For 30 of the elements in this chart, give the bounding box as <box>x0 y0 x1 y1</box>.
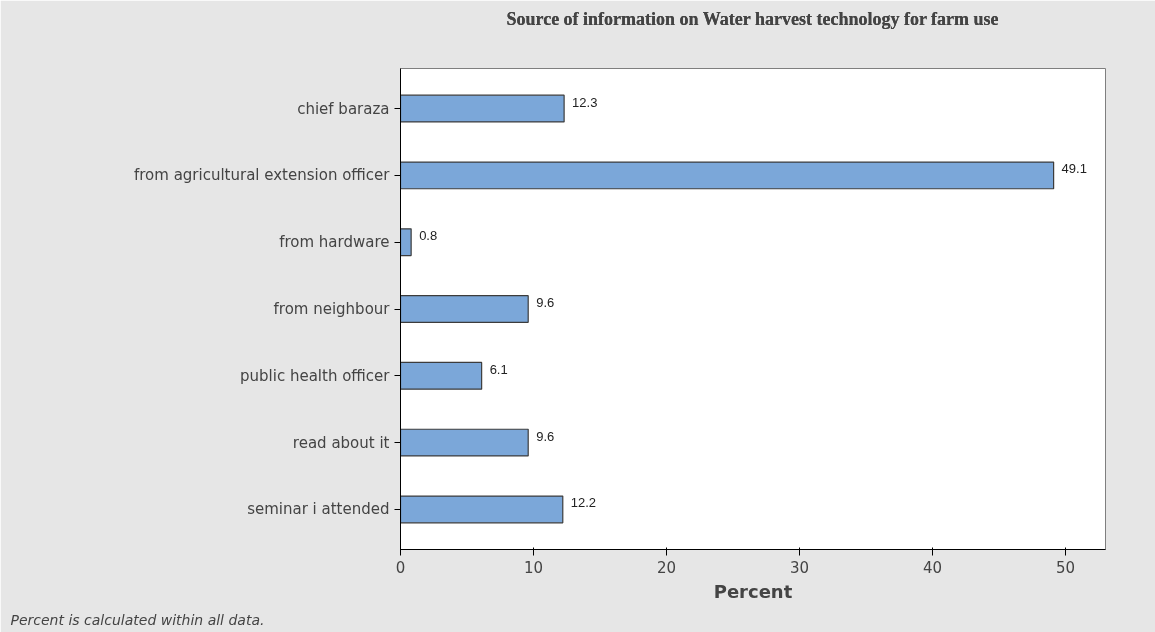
x-tick-label: 50 <box>1056 558 1076 577</box>
bar <box>400 428 529 457</box>
data-label: 49.1 <box>1061 161 1087 177</box>
data-label: 6.1 <box>489 361 508 377</box>
x-tick-label: 10 <box>523 558 544 577</box>
x-axis-title: Percent <box>713 580 793 602</box>
x-tick-label: 20 <box>656 558 677 577</box>
x-tick-label: 40 <box>923 558 943 577</box>
y-tick-label: from hardware <box>279 233 390 252</box>
y-tick-label: from agricultural extension officer <box>133 166 391 185</box>
y-tick-label: read about it <box>292 433 390 452</box>
data-label: 9.6 <box>536 428 555 444</box>
data-label: 0.8 <box>419 228 438 244</box>
bar <box>400 94 565 123</box>
chart-title: Source of information on Water harvest technology for farm use <box>506 8 999 29</box>
data-label: 9.6 <box>536 295 555 310</box>
bar <box>400 495 564 524</box>
text: Percent is calculated within all data. <box>10 611 265 628</box>
x-tick-label: 0 <box>395 558 406 577</box>
data-label: 12.2 <box>570 495 597 511</box>
bar <box>400 161 1055 190</box>
bar <box>400 361 483 390</box>
x-tick-label: 30 <box>790 558 810 577</box>
y-tick-label: seminar i attended <box>247 500 390 519</box>
y-tick-label: chief baraza <box>297 99 390 118</box>
bar <box>400 295 529 323</box>
bar <box>400 228 412 257</box>
y-tick-label: public health officer <box>240 366 391 385</box>
y-tick-label: from neighbour <box>273 300 391 318</box>
data-label: 12.3 <box>572 94 598 110</box>
